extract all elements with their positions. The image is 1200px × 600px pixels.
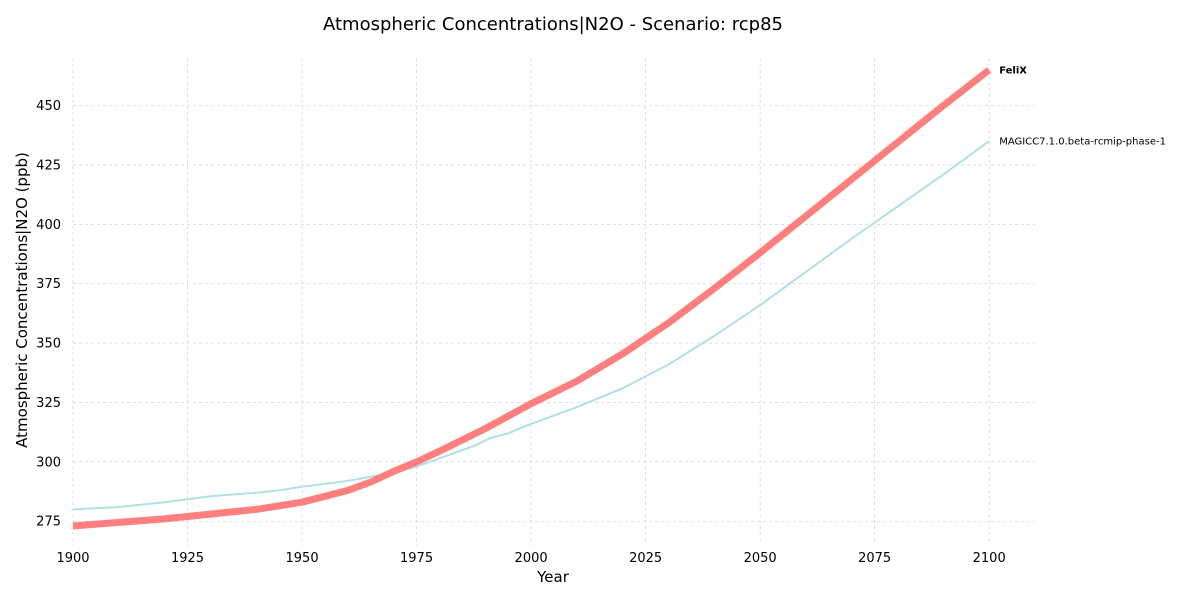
y-tick-label: 300 xyxy=(36,455,61,470)
y-axis-label: Atmospheric Concentrations|N2O (ppb) xyxy=(13,152,31,448)
grid xyxy=(72,58,1035,545)
series-line-felix xyxy=(72,67,992,530)
y-tick-label: 425 xyxy=(36,158,61,173)
x-axis-ticks: 1900 1925 1950 1975 2000 2025 2050 2075 2100 xyxy=(56,551,1005,566)
x-tick-label: 2075 xyxy=(858,551,891,566)
series-labels: MAGICC7.1.0.beta-rcmip-phase-1 FeliX xyxy=(999,65,1166,147)
x-tick-label: 2025 xyxy=(629,551,662,566)
series-label: MAGICC7.1.0.beta-rcmip-phase-1 xyxy=(999,137,1166,148)
y-tick-label: 375 xyxy=(36,277,61,292)
series-label: FeliX xyxy=(999,65,1027,76)
x-tick-label: 2100 xyxy=(973,551,1006,566)
chart-title: Atmospheric Concentrations|N2O - Scenari… xyxy=(323,14,783,35)
series-lines xyxy=(72,67,992,530)
x-tick-label: 1925 xyxy=(171,551,204,566)
y-tick-label: 450 xyxy=(36,99,61,114)
x-tick-label: 1950 xyxy=(286,551,319,566)
x-tick-label: 1975 xyxy=(400,551,433,566)
series-line-magicc7-1-0-beta-rcmip-phase-1 xyxy=(72,140,990,511)
x-axis-label: Year xyxy=(536,568,570,586)
x-tick-label: 1900 xyxy=(56,551,89,566)
y-axis-ticks: 275 300 325 350 375 400 425 450 xyxy=(36,99,61,530)
y-tick-label: 350 xyxy=(36,337,61,352)
y-tick-label: 325 xyxy=(36,396,61,411)
y-tick-label: 275 xyxy=(36,515,61,530)
x-tick-label: 2000 xyxy=(515,551,548,566)
y-tick-label: 400 xyxy=(36,218,61,233)
x-tick-label: 2050 xyxy=(744,551,777,566)
